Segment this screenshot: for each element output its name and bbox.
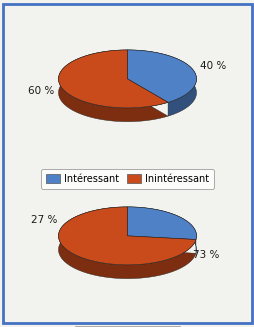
Polygon shape bbox=[58, 207, 195, 265]
Text: 73 %: 73 % bbox=[193, 250, 219, 260]
Polygon shape bbox=[127, 207, 196, 239]
Polygon shape bbox=[127, 50, 196, 116]
Polygon shape bbox=[127, 50, 196, 102]
Polygon shape bbox=[58, 207, 195, 279]
Text: 60 %: 60 % bbox=[28, 86, 54, 96]
Polygon shape bbox=[127, 207, 196, 253]
Text: 27 %: 27 % bbox=[31, 215, 57, 225]
Polygon shape bbox=[58, 50, 167, 108]
Text: 40 %: 40 % bbox=[199, 61, 225, 71]
Legend: Utile, Inutile: Utile, Inutile bbox=[73, 326, 181, 327]
Polygon shape bbox=[58, 50, 167, 122]
Legend: Intéressant, Inintéressant: Intéressant, Inintéressant bbox=[40, 169, 214, 189]
